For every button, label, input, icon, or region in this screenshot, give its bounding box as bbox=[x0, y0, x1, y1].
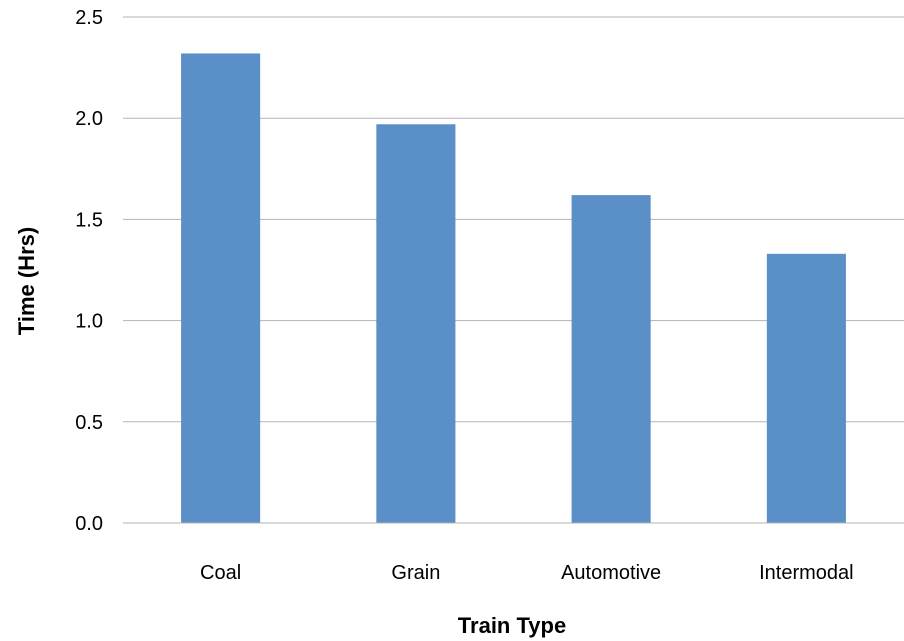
x-tick-label: Grain bbox=[391, 562, 440, 584]
bar-coal bbox=[181, 53, 261, 523]
y-tick-label: 0.5 bbox=[75, 412, 103, 434]
bar-intermodal bbox=[766, 253, 846, 524]
y-tick-label: 1.5 bbox=[75, 209, 103, 231]
x-axis-tick-labels: Coal Grain Automotive Intermodal bbox=[200, 562, 854, 584]
x-tick-label: Intermodal bbox=[759, 562, 854, 584]
bar-grain bbox=[376, 124, 456, 523]
y-axis-title: Time (Hrs) bbox=[14, 227, 39, 335]
y-axis-tick-labels: 0.0 0.5 1.0 1.5 2.0 2.5 bbox=[75, 7, 103, 535]
y-tick-label: 2.5 bbox=[75, 7, 103, 29]
y-tick-label: 1.0 bbox=[75, 311, 103, 333]
bars bbox=[181, 53, 846, 524]
x-tick-label: Coal bbox=[200, 562, 241, 584]
x-tick-label: Automotive bbox=[561, 562, 661, 584]
y-tick-label: 0.0 bbox=[75, 513, 103, 535]
bar-automotive bbox=[571, 195, 651, 523]
y-tick-label: 2.0 bbox=[75, 108, 103, 130]
x-axis-title: Train Type bbox=[458, 613, 566, 638]
